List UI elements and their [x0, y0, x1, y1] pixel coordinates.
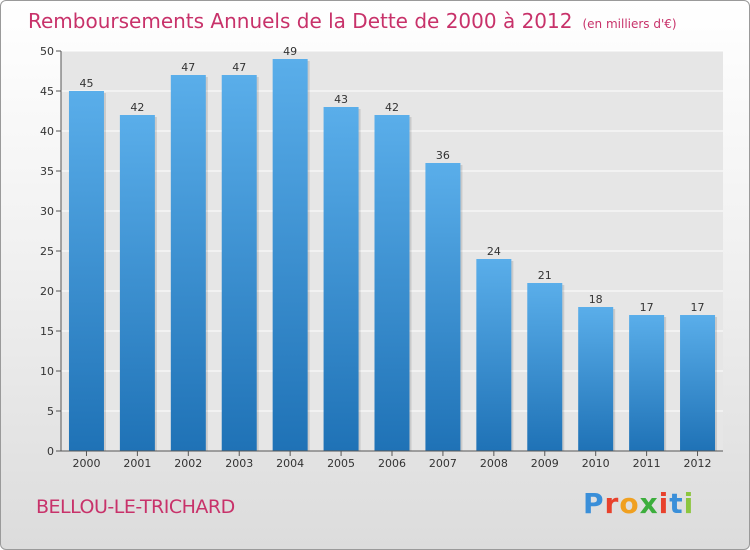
x-tick-label: 2000: [72, 457, 100, 470]
x-tick-label: 2006: [378, 457, 406, 470]
x-tick-label: 2002: [174, 457, 202, 470]
data-label: 45: [79, 77, 93, 90]
y-tick-label: 50: [40, 45, 54, 58]
logo-letter: P: [583, 487, 605, 520]
data-label: 17: [640, 301, 654, 314]
bar: [629, 315, 665, 451]
data-label: 49: [283, 45, 297, 58]
bar: [221, 75, 257, 451]
x-tick-label: 2009: [531, 457, 559, 470]
y-axis: 0 5 10 15 20 25 30 35 40 45 50: [40, 45, 62, 458]
bar: [68, 91, 104, 451]
logo-letter: x: [639, 487, 659, 520]
data-label: 43: [334, 93, 348, 106]
logo-letter: r: [604, 487, 620, 520]
x-tick-label: 2007: [429, 457, 457, 470]
y-tick-label: 35: [40, 165, 54, 178]
y-tick-label: 15: [40, 325, 54, 338]
x-tick-label: 2005: [327, 457, 355, 470]
logo-letter: i: [658, 487, 670, 520]
x-tick-label: 2010: [582, 457, 610, 470]
data-label: 42: [130, 101, 144, 114]
y-tick-label: 0: [47, 445, 54, 458]
y-tick-label: 10: [40, 365, 54, 378]
y-tick-label: 45: [40, 85, 54, 98]
bar: [425, 163, 461, 451]
bar: [119, 115, 155, 451]
y-tick-label: 20: [40, 285, 54, 298]
y-tick-label: 40: [40, 125, 54, 138]
data-label: 42: [385, 101, 399, 114]
x-tick-label: 2004: [276, 457, 304, 470]
data-label: 17: [691, 301, 705, 314]
data-label: 18: [589, 293, 603, 306]
data-label: 36: [436, 149, 450, 162]
commune-name: BELLOU-LE-TRICHARD: [36, 496, 235, 518]
logo-letter: o: [619, 487, 640, 520]
logo-letter: t: [669, 487, 684, 520]
data-label: 47: [232, 61, 246, 74]
x-tick-label: 2001: [123, 457, 151, 470]
x-tick-label: 2012: [684, 457, 712, 470]
bar: [527, 283, 563, 451]
chart-title: Remboursements Annuels de la Dette de 20…: [28, 9, 573, 33]
bar: [374, 115, 410, 451]
bar: [272, 59, 308, 451]
data-labels: 45 42 47 47 49 43 42 36 24 21 18 17 17: [79, 45, 704, 314]
bar: [476, 259, 512, 451]
bar: [170, 75, 206, 451]
bar: [323, 107, 359, 451]
data-label: 47: [181, 61, 195, 74]
bar: [578, 307, 614, 451]
x-tick-label: 2003: [225, 457, 253, 470]
x-tick-label: 2008: [480, 457, 508, 470]
proxiti-logo: Proxiti: [583, 487, 694, 520]
bars: [68, 59, 718, 451]
chart-unit: (en milliers d'€): [582, 17, 677, 31]
logo-letter: i: [683, 487, 695, 520]
y-tick-label: 5: [47, 405, 54, 418]
x-axis: 2000 2001 2002 2003 2004 2005 2006 2007 2008 2009…: [61, 450, 723, 470]
chart-title-block: Remboursements Annuels de la Dette de 20…: [28, 9, 677, 33]
data-label: 21: [538, 269, 552, 282]
y-tick-label: 25: [40, 245, 54, 258]
x-tick-label: 2011: [633, 457, 661, 470]
y-tick-label: 30: [40, 205, 54, 218]
data-label: 24: [487, 245, 501, 258]
bar: [680, 315, 716, 451]
